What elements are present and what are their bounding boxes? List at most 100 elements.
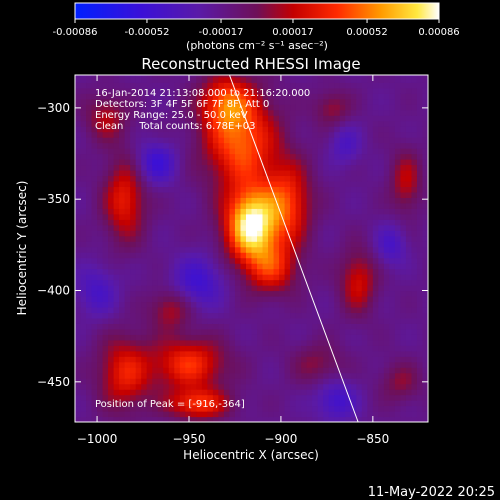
heatmap-cell — [141, 274, 148, 281]
heatmap-cell — [411, 126, 418, 133]
heatmap-cell — [257, 159, 264, 166]
heatmap-cell — [400, 306, 407, 314]
heatmap-cell — [119, 126, 126, 133]
heatmap-cell — [212, 263, 220, 270]
heatmap-cell — [290, 383, 297, 390]
heatmap-cell — [75, 372, 82, 379]
heatmap-cell — [411, 367, 418, 374]
heatmap-cell — [273, 75, 280, 78]
heatmap-cell — [229, 219, 236, 226]
heatmap-cell — [218, 208, 225, 215]
heatmap-cell — [312, 235, 319, 242]
heatmap-cell — [130, 175, 137, 182]
heatmap-cell — [124, 137, 131, 144]
heatmap-cell — [91, 295, 98, 303]
heatmap-cell — [262, 186, 269, 193]
heatmap-cell — [135, 75, 142, 78]
heatmap-cell — [345, 241, 352, 248]
heatmap-cell — [157, 137, 164, 144]
heatmap-cell — [157, 400, 164, 407]
heatmap-cell — [356, 93, 363, 100]
heatmap-cell — [295, 383, 302, 390]
heatmap-cell — [102, 180, 109, 188]
heatmap-cell — [383, 98, 390, 105]
heatmap-cell — [295, 76, 302, 83]
heatmap-cell — [152, 82, 159, 89]
heatmap-cell — [135, 164, 142, 171]
heatmap-cell — [334, 345, 341, 352]
heatmap-cell — [284, 235, 291, 242]
heatmap-cell — [279, 164, 286, 171]
heatmap-cell — [416, 213, 424, 220]
heatmap-cell — [389, 317, 396, 324]
heatmap-cell — [130, 252, 137, 259]
heatmap-cell — [185, 191, 192, 198]
heatmap-cell — [295, 109, 302, 116]
heatmap-cell — [405, 115, 413, 122]
heatmap-cell — [130, 378, 137, 385]
heatmap-cell — [367, 148, 374, 155]
heatmap-cell — [179, 191, 186, 198]
heatmap-cell — [201, 109, 208, 116]
heatmap-cell — [146, 82, 153, 89]
heatmap-cell — [207, 109, 214, 116]
heatmap-cell — [312, 405, 319, 412]
heatmap-cell — [367, 394, 374, 401]
heatmap-cell — [317, 306, 324, 314]
heatmap-cell — [102, 339, 109, 346]
heatmap-cell — [273, 131, 280, 138]
heatmap-cell — [245, 317, 253, 324]
heatmap-cell — [185, 274, 192, 281]
heatmap-cell — [141, 383, 148, 390]
heatmap-cell — [350, 82, 357, 89]
heatmap-cell — [279, 131, 286, 138]
heatmap-cell — [75, 389, 82, 396]
heatmap-cell — [97, 208, 104, 215]
heatmap-cell — [168, 82, 175, 89]
heatmap-cell — [411, 75, 418, 78]
heatmap-cell — [124, 75, 131, 78]
heatmap-cell — [146, 153, 153, 160]
heatmap-cell — [279, 411, 286, 418]
heatmap-cell — [174, 235, 181, 242]
heatmap-cell — [119, 411, 126, 418]
heatmap-cell — [102, 120, 109, 127]
heatmap-cell — [361, 142, 368, 149]
heatmap-cell — [212, 197, 220, 204]
heatmap-cell — [163, 180, 170, 188]
heatmap-cell — [86, 164, 93, 171]
heatmap-cell — [102, 153, 109, 160]
heatmap-cell — [102, 268, 109, 275]
heatmap-cell — [97, 131, 104, 138]
heatmap-cell — [350, 126, 357, 133]
heatmap-cell — [75, 230, 82, 237]
heatmap-cell — [168, 224, 175, 231]
heatmap-cell — [113, 186, 120, 193]
heatmap-cell — [389, 378, 396, 385]
heatmap-cell — [91, 109, 98, 116]
heatmap-cell — [113, 339, 120, 346]
heatmap-cell — [201, 246, 208, 253]
heatmap-cell — [312, 400, 319, 407]
heatmap-cell — [108, 356, 115, 363]
heatmap-cell — [80, 104, 87, 111]
heatmap-cell — [240, 197, 247, 204]
heatmap-cell — [251, 252, 258, 259]
heatmap-cell — [86, 389, 93, 396]
heatmap-cell — [135, 306, 142, 314]
heatmap-cell — [284, 213, 291, 220]
heatmap-cell — [312, 197, 319, 204]
heatmap-cell — [86, 356, 93, 363]
heatmap-cell — [86, 180, 93, 188]
heatmap-cell — [146, 389, 153, 396]
heatmap-cell — [290, 137, 297, 144]
heatmap-cell — [207, 411, 214, 418]
heatmap-cell — [80, 180, 87, 188]
heatmap-cell — [345, 115, 352, 122]
heatmap-cell — [367, 378, 374, 385]
heatmap-cell — [268, 383, 275, 390]
heatmap-cell — [86, 142, 93, 149]
heatmap-cell — [400, 345, 407, 352]
heatmap-cell — [130, 295, 137, 303]
heatmap-cell — [234, 142, 242, 149]
